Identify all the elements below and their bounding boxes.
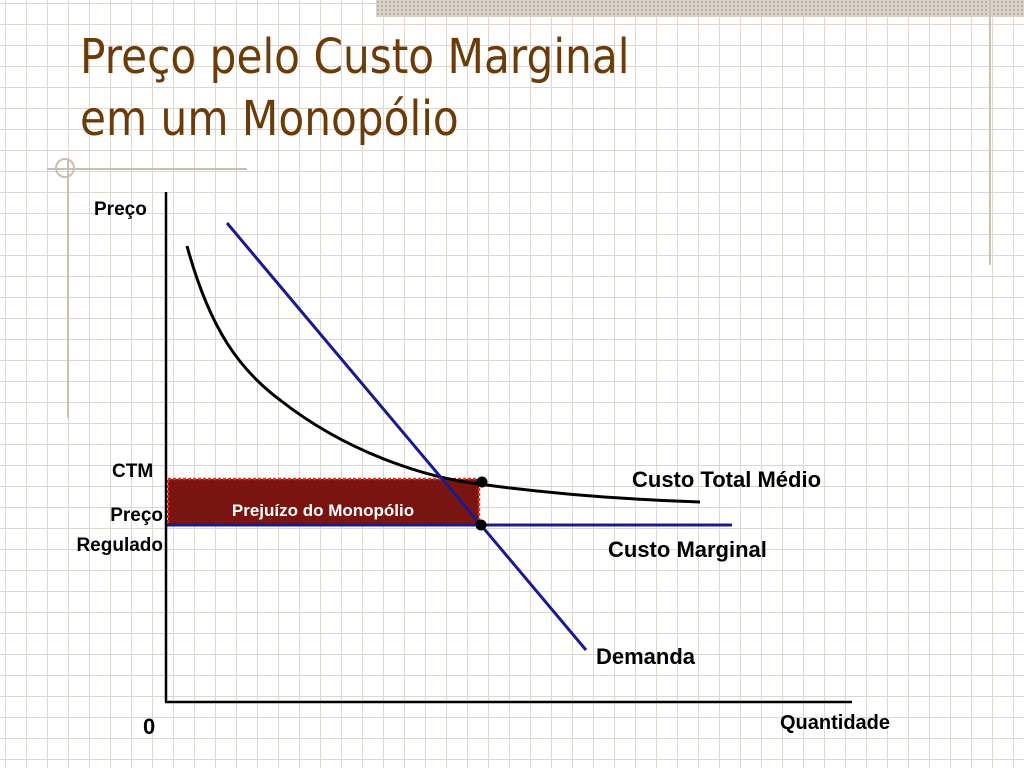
ctm-point: [476, 476, 488, 488]
ctm-label: CTM: [112, 461, 153, 482]
demand-line: [225, 222, 588, 651]
decorative-vertical-line-left: [67, 160, 69, 418]
loss-area-label: Prejuízo do Monopólio: [232, 501, 414, 520]
origin-label: 0: [143, 714, 155, 739]
monopoly-loss-area: [166, 477, 481, 527]
x-axis-label: Quantidade: [780, 712, 890, 734]
average-total-cost-label: Custo Total Médio: [632, 467, 821, 492]
slide-title: Preço pelo Custo Marginal em um Monopóli…: [80, 26, 784, 150]
decorative-horizontal-line: [47, 168, 247, 170]
regulated-price-point: [475, 519, 487, 531]
decorative-pattern-band: [376, 0, 1024, 17]
regulated-price-label-line-2: Regulado: [76, 535, 163, 556]
regulated-price-label-line-1: Preço: [110, 505, 163, 526]
average-total-cost-curve: [185, 245, 701, 504]
slide-title-line-2: em um Monopólio: [80, 91, 459, 147]
demand-label: Demanda: [596, 644, 696, 669]
slide-title-line-1: Preço pelo Custo Marginal: [80, 29, 630, 85]
marginal-cost-label: Custo Marginal: [608, 537, 767, 562]
decorative-vertical-line-right: [989, 0, 991, 265]
y-axis-label: Preço: [94, 199, 147, 220]
decorative-circle: [55, 158, 75, 178]
